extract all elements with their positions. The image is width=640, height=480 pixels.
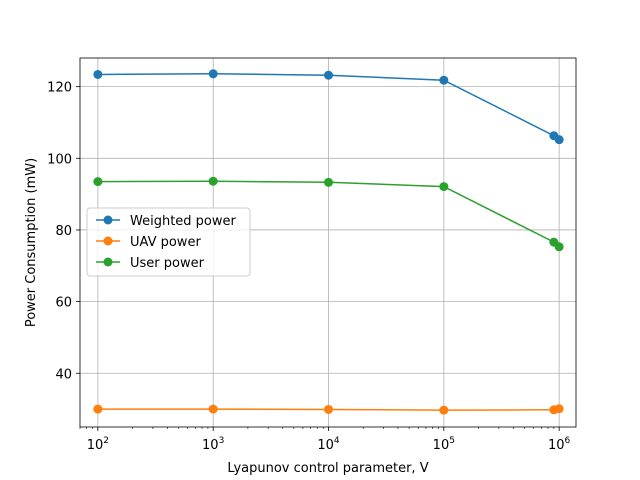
legend-item: UAV power bbox=[96, 235, 201, 250]
x-tick-label: 106 bbox=[548, 436, 571, 453]
x-tick-exponent: 2 bbox=[103, 436, 109, 446]
x-tick-label: 104 bbox=[317, 436, 340, 453]
legend: Weighted power UAV power User power bbox=[86, 207, 251, 277]
legend-label: Weighted power bbox=[130, 214, 237, 229]
series-uav-power bbox=[93, 404, 564, 415]
x-tick-label: 103 bbox=[202, 436, 224, 453]
x-tick-base: 10 bbox=[548, 438, 565, 453]
x-tick-exponent: 6 bbox=[565, 436, 571, 446]
data-point bbox=[208, 176, 218, 186]
data-point bbox=[93, 404, 103, 414]
legend-label: UAV power bbox=[130, 235, 201, 250]
x-tick-label: 102 bbox=[87, 436, 109, 453]
x-axis-title: Lyapunov control parameter, V bbox=[227, 461, 428, 476]
data-point bbox=[554, 404, 564, 414]
data-point bbox=[324, 70, 334, 80]
data-point bbox=[439, 182, 449, 192]
data-point bbox=[554, 242, 564, 252]
y-tick-label: 40 bbox=[55, 367, 72, 382]
x-tick-base: 10 bbox=[87, 438, 104, 453]
data-point bbox=[324, 404, 334, 414]
data-point bbox=[93, 177, 103, 187]
data-point bbox=[324, 177, 334, 187]
data-point bbox=[439, 405, 449, 415]
legend-box bbox=[86, 207, 251, 277]
legend-swatch-marker bbox=[103, 257, 113, 267]
y-tick-label: 120 bbox=[47, 81, 72, 96]
data-point bbox=[439, 75, 449, 85]
y-tick-label: 80 bbox=[55, 224, 72, 239]
series-weighted-power bbox=[93, 69, 564, 145]
x-tick-base: 10 bbox=[433, 438, 450, 453]
x-tick-exponent: 4 bbox=[334, 436, 340, 446]
y-axis-title: Power Consumption (mW) bbox=[24, 158, 39, 327]
x-tick-label: 105 bbox=[433, 436, 455, 453]
legend-swatch-marker bbox=[103, 215, 113, 225]
data-point bbox=[208, 404, 218, 414]
x-tick-exponent: 5 bbox=[449, 436, 455, 446]
legend-swatch-marker bbox=[103, 236, 113, 246]
series-user-power bbox=[93, 176, 564, 252]
x-tick-base: 10 bbox=[202, 438, 219, 453]
legend-item: Weighted power bbox=[96, 214, 237, 229]
series-layer bbox=[93, 69, 564, 415]
data-point bbox=[554, 135, 564, 145]
legend-item: User power bbox=[96, 256, 205, 271]
data-point bbox=[93, 69, 103, 79]
data-point bbox=[208, 69, 218, 79]
legend-label: User power bbox=[130, 256, 205, 271]
y-tick-label: 60 bbox=[55, 296, 72, 311]
x-tick-base: 10 bbox=[317, 438, 334, 453]
y-tick-label: 100 bbox=[47, 152, 72, 167]
plot-frame bbox=[79, 57, 577, 428]
x-tick-exponent: 3 bbox=[219, 436, 225, 446]
